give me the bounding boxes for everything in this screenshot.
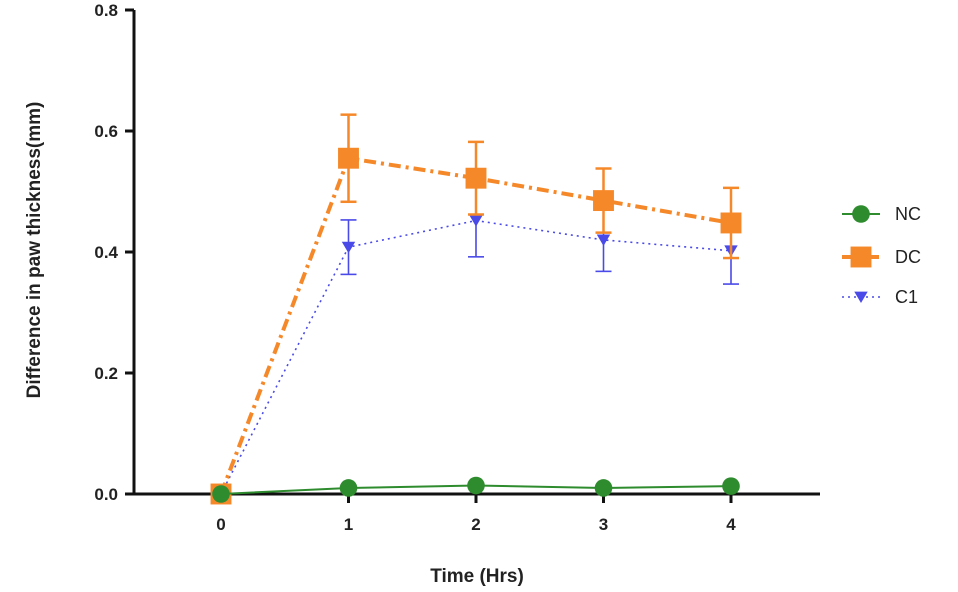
legend-item-dc: DC — [842, 246, 921, 268]
legend: NC DC C1 — [842, 204, 921, 307]
legend-label: NC — [895, 204, 921, 224]
axes: 0.0 0.2 0.4 0.6 0.8 0 1 2 3 4 — [94, 1, 820, 534]
y-tick-label: 0.0 — [94, 485, 118, 504]
series-nc — [212, 476, 740, 503]
x-tick-label: 4 — [726, 515, 736, 534]
series-c1 — [214, 183, 739, 501]
data-point — [338, 147, 359, 169]
legend-label: C1 — [895, 287, 918, 307]
legend-marker — [854, 291, 868, 304]
legend-marker — [850, 246, 872, 268]
series-dc — [210, 113, 742, 505]
data-point — [722, 477, 740, 495]
data-point — [469, 215, 483, 227]
series-line — [220, 219, 732, 495]
data-point — [596, 234, 611, 246]
x-tick-label: 2 — [471, 515, 480, 534]
x-tick-label: 0 — [216, 515, 225, 534]
data-point — [720, 212, 742, 234]
data-point — [593, 190, 614, 212]
y-tick-label: 0.8 — [94, 1, 118, 20]
data-point — [465, 167, 487, 189]
legend-item-nc: NC — [842, 204, 921, 224]
y-tick-label: 0.2 — [94, 364, 118, 383]
data-point — [212, 485, 230, 503]
y-tick-label: 0.4 — [94, 243, 118, 262]
series-line — [219, 155, 732, 495]
data-point — [467, 476, 485, 495]
x-tick-label: 1 — [344, 515, 353, 534]
legend-item-c1: C1 — [842, 287, 918, 307]
data-point — [341, 241, 356, 254]
data-point — [594, 479, 613, 497]
y-axis-title: Difference in paw thickness(mm) — [24, 102, 45, 399]
legend-marker — [852, 205, 870, 223]
x-axis-title: Time (Hrs) — [430, 566, 524, 587]
x-tick-label: 3 — [599, 515, 608, 534]
legend-label: DC — [895, 247, 921, 267]
data-point — [339, 479, 358, 497]
series-layer — [210, 113, 742, 505]
y-tick-label: 0.6 — [94, 122, 118, 141]
